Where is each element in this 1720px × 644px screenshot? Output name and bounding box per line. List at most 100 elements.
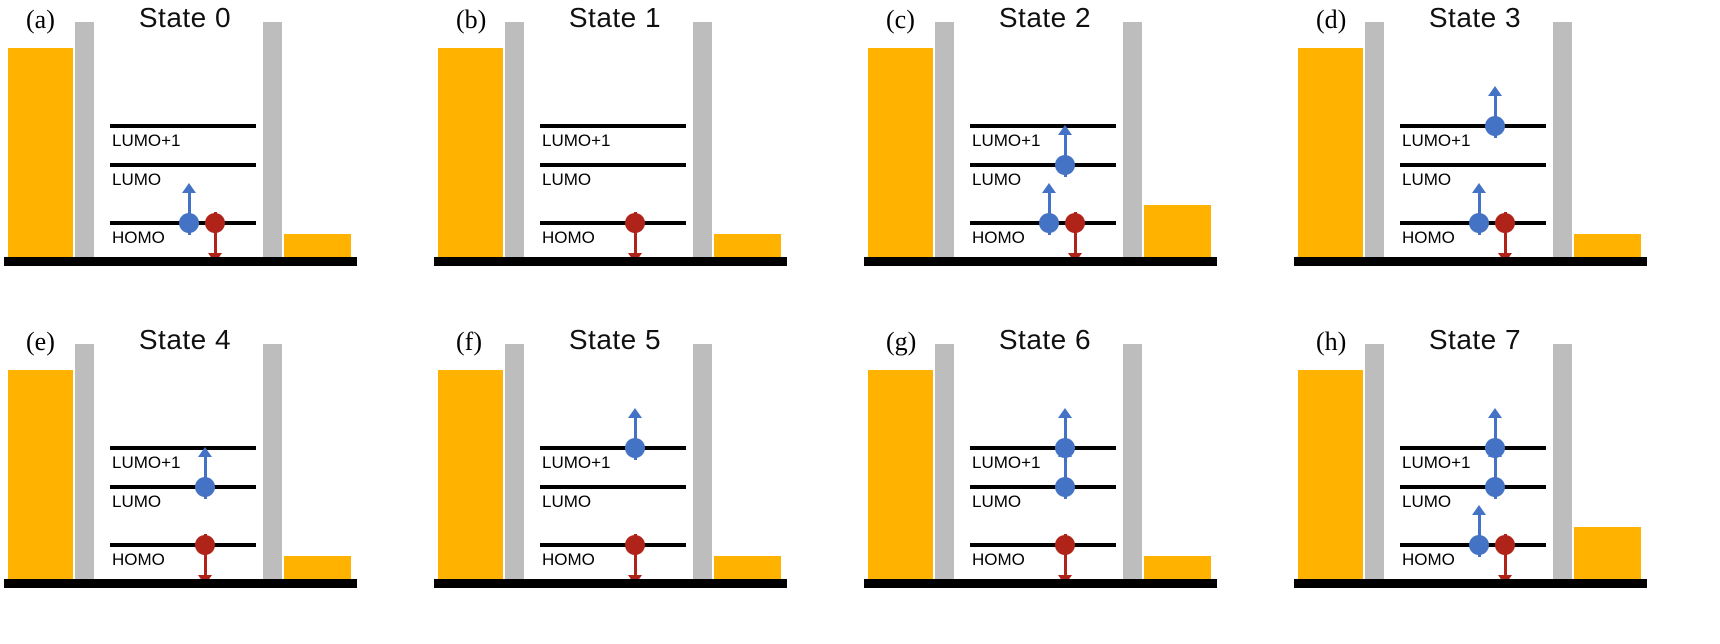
- electron-spin-arrowhead: [628, 408, 642, 418]
- electron-spin-down-icon: [1063, 203, 1087, 263]
- panel-state-5: (f) State 5 LUMO+1 LUMO HOMO: [430, 322, 860, 644]
- left-barrier-bar: [505, 22, 524, 257]
- electron-ball: [625, 213, 645, 233]
- panel-index-label: (d): [1316, 5, 1347, 34]
- electron-spin-up-icon: [177, 183, 201, 243]
- electron-spin-down-icon: [1493, 525, 1517, 585]
- panel-title: State 1: [568, 2, 662, 33]
- electron-spin-arrowhead: [1488, 408, 1502, 418]
- electron-spin-arrowhead: [1058, 447, 1072, 457]
- energy-level-label: LUMO: [972, 492, 1022, 511]
- electron-ball: [195, 535, 215, 555]
- energy-level-label: HOMO: [972, 550, 1025, 569]
- energy-level-label: HOMO: [1402, 550, 1455, 569]
- right-barrier-bar: [693, 344, 712, 579]
- electron-spin-stem: [1503, 212, 1507, 254]
- substrate-baseline: [864, 257, 1217, 266]
- right-barrier-bar: [1553, 22, 1572, 257]
- electron-spin-up-icon: [193, 447, 217, 507]
- energy-level-label: LUMO: [112, 170, 162, 189]
- left-electrode-bar: [8, 370, 73, 579]
- right-barrier-bar: [693, 22, 712, 257]
- energy-level-label: LUMO+1: [972, 453, 1041, 472]
- electron-ball: [1055, 535, 1075, 555]
- panel-state-6: (g) State 6 LUMO+1 LUMO HOMO: [860, 322, 1290, 644]
- panel-title: State 0: [138, 2, 232, 33]
- electron-spin-up-icon: [1483, 447, 1507, 507]
- energy-level-line: [540, 485, 686, 489]
- panel-index-label: (h): [1316, 327, 1347, 356]
- electron-ball: [1469, 213, 1489, 233]
- left-barrier-bar: [75, 344, 94, 579]
- panel-index-label: (c): [886, 5, 915, 34]
- electron-spin-stem: [633, 534, 637, 576]
- energy-level-label: LUMO+1: [1402, 453, 1471, 472]
- substrate-baseline: [4, 257, 357, 266]
- panel-index-label: (f): [456, 327, 482, 356]
- energy-level-line: [540, 446, 686, 450]
- energy-levels: LUMO+1 LUMO HOMO: [860, 322, 1290, 644]
- energy-levels: LUMO+1 LUMO HOMO: [860, 0, 1290, 322]
- panel-state-4: (e) State 4 LUMO+1 LUMO HOMO: [0, 322, 430, 644]
- electron-spin-up-icon: [1467, 183, 1491, 243]
- electron-spin-down-icon: [203, 203, 227, 263]
- energy-level-line: [540, 543, 686, 547]
- electron-ball: [1055, 155, 1075, 175]
- energy-level-label: HOMO: [542, 550, 595, 569]
- electron-spin-stem: [633, 212, 637, 254]
- electron-spin-arrowhead: [182, 183, 196, 193]
- electron-spin-down-icon: [1493, 203, 1517, 263]
- electron-spin-stem: [1063, 534, 1067, 576]
- energy-level-line: [110, 543, 256, 547]
- electron-ball: [205, 213, 225, 233]
- electron-ball: [1495, 213, 1515, 233]
- electron-spin-arrowhead: [1488, 86, 1502, 96]
- energy-level-label: LUMO+1: [112, 131, 181, 150]
- energy-level-line: [970, 163, 1116, 167]
- panel-state-7: (h) State 7 LUMO+1 LUMO HOMO: [1290, 322, 1720, 644]
- electron-spin-arrowhead: [1472, 183, 1486, 193]
- energy-levels: LUMO+1 LUMO HOMO: [1290, 322, 1720, 644]
- substrate-baseline: [4, 579, 357, 588]
- energy-level-label: HOMO: [112, 550, 165, 569]
- electron-spin-down-icon: [623, 525, 647, 585]
- electron-spin-arrowhead: [1058, 408, 1072, 418]
- right-barrier-bar: [1553, 344, 1572, 579]
- energy-level-line: [540, 124, 686, 128]
- panel-title: State 3: [1428, 2, 1522, 33]
- energy-level-line: [1400, 485, 1546, 489]
- substrate-baseline: [1294, 579, 1647, 588]
- electron-spin-stem: [203, 534, 207, 576]
- energy-level-label: LUMO+1: [542, 131, 611, 150]
- electron-spin-up-icon: [1037, 183, 1061, 243]
- energy-level-line: [110, 446, 256, 450]
- energy-level-line: [1400, 163, 1546, 167]
- energy-level-line: [540, 221, 686, 225]
- left-barrier-bar: [505, 344, 524, 579]
- left-electrode-bar: [1298, 48, 1363, 257]
- right-barrier-bar: [1123, 344, 1142, 579]
- electron-spin-down-icon: [193, 525, 217, 585]
- energy-level-label: HOMO: [972, 228, 1025, 247]
- energy-level-line: [970, 485, 1116, 489]
- electron-ball: [1469, 535, 1489, 555]
- left-barrier-bar: [75, 22, 94, 257]
- electron-spin-up-icon: [623, 408, 647, 468]
- electron-spin-up-icon: [1053, 125, 1077, 185]
- energy-level-line: [110, 124, 256, 128]
- energy-level-line: [1400, 446, 1546, 450]
- electron-spin-stem: [213, 212, 217, 254]
- electron-spin-arrowhead: [1058, 125, 1072, 135]
- panel-title: State 7: [1428, 324, 1522, 355]
- electron-ball: [1485, 116, 1505, 136]
- substrate-baseline: [864, 579, 1217, 588]
- panel-index-label: (a): [26, 5, 55, 34]
- electron-spin-down-icon: [623, 203, 647, 263]
- energy-level-line: [970, 543, 1116, 547]
- right-barrier-bar: [1123, 22, 1142, 257]
- panel-index-label: (e): [26, 327, 55, 356]
- substrate-baseline: [434, 579, 787, 588]
- left-barrier-bar: [1365, 22, 1384, 257]
- electron-spin-stem: [1073, 212, 1077, 254]
- energy-level-label: LUMO: [542, 170, 592, 189]
